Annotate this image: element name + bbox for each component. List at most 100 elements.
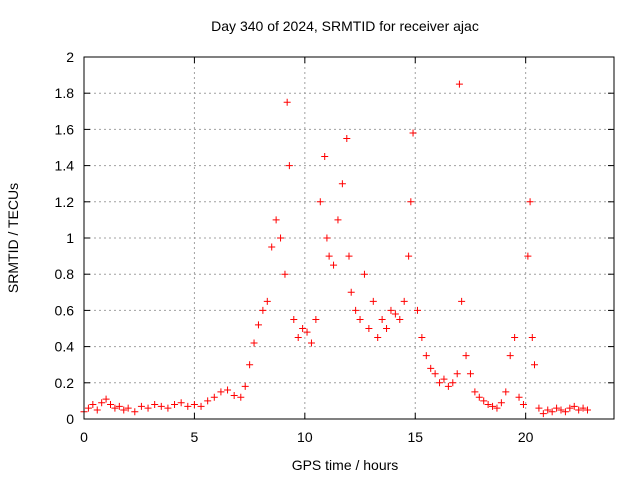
- data-point: [177, 399, 185, 407]
- data-point: [413, 306, 421, 314]
- data-point: [427, 364, 435, 372]
- data-point: [144, 404, 152, 412]
- y-tick-label: 2: [66, 49, 74, 65]
- y-tick-label: 0.4: [55, 339, 75, 355]
- data-point: [480, 397, 488, 405]
- data-point: [164, 404, 172, 412]
- data-point: [352, 306, 360, 314]
- data-point: [391, 310, 399, 318]
- data-point: [330, 261, 338, 269]
- data-point: [453, 370, 461, 378]
- data-point: [497, 399, 505, 407]
- data-point: [584, 406, 591, 414]
- data-point: [107, 401, 114, 409]
- data-point: [230, 391, 238, 399]
- x-tick-label: 10: [297, 429, 313, 445]
- data-point: [383, 325, 391, 332]
- x-tick-label: 15: [407, 429, 423, 445]
- data-point: [528, 334, 536, 342]
- data-point: [250, 339, 258, 347]
- data-point: [241, 382, 249, 390]
- y-tick-label: 1.8: [55, 85, 75, 101]
- data-point: [455, 80, 463, 88]
- data-point: [84, 404, 92, 412]
- data-point: [444, 382, 452, 390]
- data-point: [407, 198, 415, 206]
- data-point: [290, 315, 298, 323]
- data-point: [511, 334, 519, 342]
- data-point: [462, 352, 470, 360]
- data-point: [475, 393, 483, 401]
- data-point: [111, 404, 119, 412]
- data-point: [524, 252, 532, 260]
- y-tick-label: 0.6: [55, 302, 75, 318]
- data-point: [263, 297, 271, 305]
- data-point: [553, 404, 561, 412]
- data-point: [312, 315, 320, 323]
- data-point: [254, 321, 262, 329]
- data-point: [575, 406, 583, 414]
- data-point: [502, 388, 510, 396]
- data-point: [360, 270, 368, 278]
- tick-labels-layer: 00.20.40.60.811.21.41.61.820 5 10 15 20: [55, 49, 534, 445]
- y-tick-label: 1.4: [55, 158, 75, 174]
- y-tick-label: 0: [66, 411, 74, 427]
- data-point: [557, 406, 565, 414]
- data-point: [124, 404, 132, 412]
- data-point: [151, 401, 159, 409]
- data-point: [217, 388, 225, 396]
- data-point: [259, 306, 267, 314]
- data-point: [515, 393, 523, 401]
- data-point: [325, 252, 333, 260]
- data-point: [431, 370, 439, 378]
- y-tick-label: 1.2: [55, 194, 75, 210]
- x-axis-label: GPS time / hours: [292, 457, 399, 473]
- x-tick-label: 5: [191, 429, 199, 445]
- data-point: [285, 162, 293, 170]
- points-layer: [80, 80, 591, 418]
- x-tick-label: 20: [518, 429, 534, 445]
- data-point: [400, 297, 408, 305]
- y-tick-label: 0.8: [55, 266, 75, 282]
- data-point: [579, 404, 587, 412]
- data-point: [471, 388, 479, 396]
- y-axis-label: SRMTID / TECUs: [5, 183, 21, 293]
- data-point: [561, 408, 569, 416]
- data-point: [323, 234, 331, 242]
- y-tick-label: 0.2: [55, 375, 75, 391]
- data-point: [268, 243, 276, 251]
- data-point: [316, 198, 324, 206]
- data-point: [570, 402, 578, 410]
- x-tick-label: 0: [80, 429, 88, 445]
- data-point: [422, 352, 430, 360]
- data-point: [98, 399, 106, 407]
- data-point: [544, 406, 552, 414]
- data-point: [89, 401, 97, 409]
- data-point: [190, 401, 198, 409]
- data-point: [436, 379, 444, 387]
- data-point: [378, 315, 386, 323]
- data-point: [343, 134, 351, 142]
- data-point: [374, 334, 382, 342]
- data-point: [115, 402, 123, 410]
- data-point: [197, 402, 205, 410]
- series-srmtid: [80, 80, 591, 418]
- data-point: [171, 401, 179, 409]
- data-point: [345, 252, 353, 260]
- data-point: [531, 361, 538, 369]
- ticks-layer: [83, 56, 614, 420]
- y-tick-label: 1.6: [55, 121, 75, 137]
- data-point: [519, 401, 527, 409]
- data-point: [283, 98, 291, 106]
- data-point: [484, 401, 492, 409]
- data-point: [539, 410, 547, 418]
- data-point: [409, 129, 417, 137]
- data-point: [506, 352, 514, 360]
- data-point: [184, 402, 192, 410]
- data-point: [489, 402, 497, 410]
- data-point: [157, 402, 165, 410]
- data-point: [334, 216, 342, 224]
- data-point: [396, 315, 404, 323]
